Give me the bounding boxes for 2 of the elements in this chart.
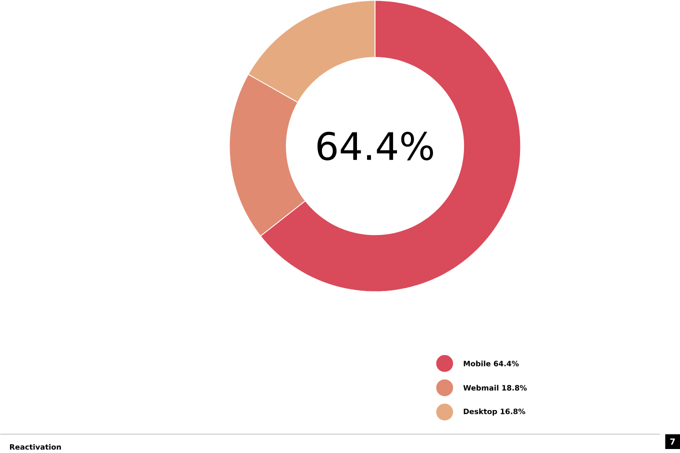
text: 7 (670, 438, 675, 445)
text: 64.4% (318, 132, 433, 160)
